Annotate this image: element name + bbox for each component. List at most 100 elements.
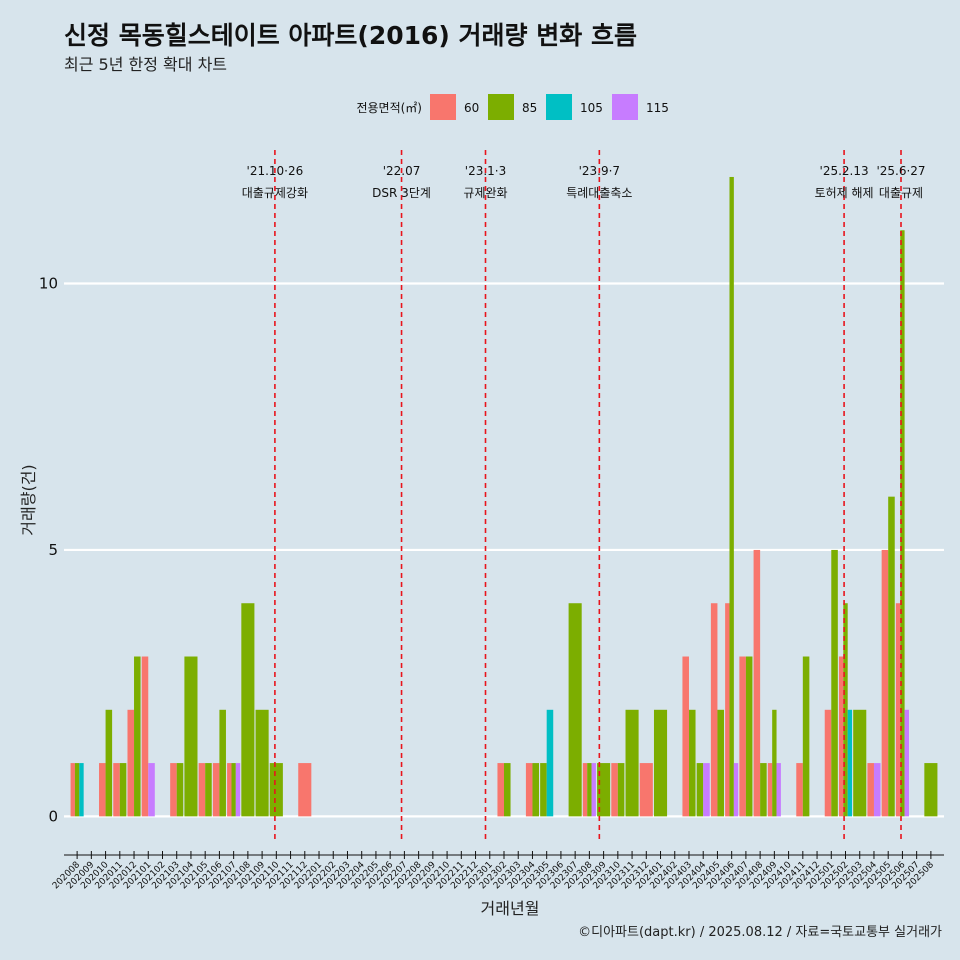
bar-202408-60 <box>753 549 761 817</box>
bar-202502-85 <box>843 603 848 817</box>
bar-202502-105 <box>847 709 853 817</box>
bar-202311-85 <box>625 709 639 817</box>
bar-202411-60 <box>796 763 803 817</box>
bar-202508-85 <box>924 763 938 817</box>
event-label: 대출규제강화 <box>242 186 308 200</box>
event-date-label: '22.07 <box>383 164 421 178</box>
bar-202505-60 <box>881 549 889 817</box>
legend-label-105: 105 <box>580 101 603 115</box>
bar-202308-85 <box>587 763 592 817</box>
legend-key-85 <box>488 94 514 120</box>
bar-202302-60 <box>497 763 504 817</box>
event-date-label: '23.1·3 <box>465 164 506 178</box>
bar-202103-60 <box>170 763 177 817</box>
bar-202404-85 <box>696 763 704 817</box>
bar-202403-85 <box>688 709 696 817</box>
bar-202105-60 <box>198 763 206 817</box>
bar-202406-85 <box>729 176 734 817</box>
bar-202404-115 <box>703 763 710 817</box>
bar-202401-85 <box>653 709 668 817</box>
bar-202406-115 <box>733 763 739 817</box>
bar-202302-85 <box>504 763 511 817</box>
bar-202011-85 <box>119 763 127 817</box>
bar-202008-60 <box>70 763 75 817</box>
y-axis-title: 거래량(건) <box>19 464 38 535</box>
bar-202104-85 <box>184 656 198 817</box>
bar-202106-60 <box>212 763 220 817</box>
bar-202101-60 <box>141 656 149 817</box>
event-date-label: '25.2.13 <box>820 164 869 178</box>
bar-202501-60 <box>824 709 832 817</box>
bar-202403-60 <box>682 656 689 817</box>
bar-202504-60 <box>867 763 874 817</box>
bar-202107-85 <box>231 763 236 817</box>
y-tick-label: 10 <box>39 275 58 293</box>
chart-title: 신정 목동힐스테이트 아파트(2016) 거래량 변화 흐름 <box>64 21 637 50</box>
bar-202405-85 <box>717 709 724 817</box>
event-label: 특례대출축소 <box>566 186 632 200</box>
bar-202405-60 <box>710 603 718 817</box>
bar-202308-115 <box>591 763 596 817</box>
bar-202112-60 <box>298 763 312 817</box>
bar-202307-85 <box>568 603 582 817</box>
bar-202506-85 <box>900 230 905 817</box>
bar-202110-85 <box>269 763 283 817</box>
legend-key-60 <box>430 94 456 120</box>
y-axis: 0 5 10 <box>39 275 58 826</box>
bar-202411-85 <box>802 656 810 817</box>
bar-202308-60 <box>582 763 588 817</box>
event-lines: '21.10·26 대출규제강화 '22.07 DSR 3단계 '23.1·3 규제완화 '… <box>242 150 926 843</box>
bar-202501-85 <box>831 549 838 817</box>
bar-202409-60 <box>767 763 773 817</box>
bar-202505-85 <box>888 496 895 817</box>
bar-202502-60 <box>838 656 844 817</box>
event-date-label: '21.10·26 <box>247 164 304 178</box>
bar-202304-60 <box>525 763 533 817</box>
bar-202008-85 <box>74 763 80 817</box>
bar-202011-60 <box>113 763 120 817</box>
event-label: DSR 3단계 <box>372 186 431 200</box>
event-date-label: '25.6·27 <box>876 164 925 178</box>
bar-202304-85 <box>532 763 540 817</box>
bar-202407-60 <box>739 656 746 817</box>
bar-202504-115 <box>873 763 881 817</box>
legend-label-85: 85 <box>522 101 537 115</box>
bar-202106-85 <box>219 709 226 817</box>
bar-202409-85 <box>772 709 777 817</box>
legend-title: 전용면적(㎡) <box>356 101 422 115</box>
bar-202012-60 <box>127 709 135 817</box>
bar-202108-85 <box>241 603 255 817</box>
bar-202109-85 <box>255 709 269 817</box>
bar-202407-85 <box>745 656 753 817</box>
legend-label-115: 115 <box>646 101 669 115</box>
x-axis: 2020082020092020102020112020122021012021… <box>51 851 944 891</box>
bar-202107-60 <box>227 763 232 817</box>
chart-subtitle: 최근 5년 한정 확대 차트 <box>64 55 227 74</box>
bar-202105-85 <box>205 763 212 817</box>
bar-202310-85 <box>617 763 625 817</box>
bar-202010-60 <box>99 763 106 817</box>
bar-202305-105 <box>546 709 554 817</box>
legend-label-60: 60 <box>464 101 479 115</box>
legend-key-115 <box>612 94 638 120</box>
bar-202012-85 <box>134 656 141 817</box>
source-caption: ©디아파트(dapt.kr) / 2025.08.12 / 자료=국토교통부 실… <box>578 925 942 940</box>
x-axis-title: 거래년월 <box>481 899 540 918</box>
bar-202406-60 <box>725 603 730 817</box>
bar-202010-85 <box>105 709 113 817</box>
bar-202409-115 <box>776 763 781 817</box>
bar-202506-60 <box>895 603 901 817</box>
bar-202008-105 <box>79 763 84 817</box>
event-label: 토허제 해제 <box>815 186 874 200</box>
event-date-label: '23.9·7 <box>579 164 620 178</box>
bar-202506-115 <box>904 709 909 817</box>
event-label: 대출규제 <box>879 186 923 200</box>
bar-202107-115 <box>235 763 241 817</box>
bars <box>70 176 938 817</box>
bar-202309-85 <box>597 763 611 817</box>
bar-202103-85 <box>176 763 184 817</box>
y-tick-label: 5 <box>48 541 58 559</box>
bar-202312-60 <box>639 763 653 817</box>
event-label: 규제완화 <box>463 186 507 200</box>
